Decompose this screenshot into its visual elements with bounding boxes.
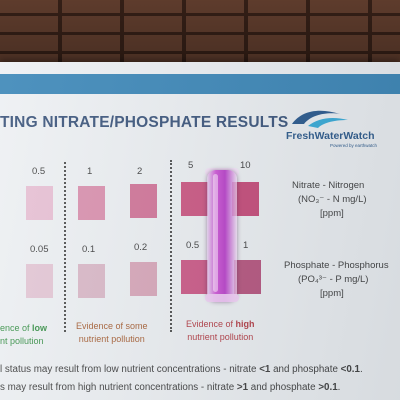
evidence-some-line1: Evidence of some	[76, 321, 148, 331]
nitrate-value-5: 10	[240, 160, 251, 171]
footer-line-1-e: .	[359, 364, 363, 375]
nitrate-swatch-2	[78, 186, 105, 220]
card-title: TING NITRATE/PHOSPHATE RESULTS	[0, 114, 289, 131]
phosphate-value-3: 0.2	[134, 242, 148, 253]
phosphate-swatch-1	[26, 264, 53, 298]
phosphate-swatch-3	[130, 262, 157, 296]
results-card: TING NITRATE/PHOSPHATE RESULTS FreshWate…	[0, 62, 400, 400]
footer-line-1-c: and phosphate	[270, 364, 341, 375]
evidence-high-line2: nutrient pollution	[187, 332, 254, 342]
nitrate-label-line3: [ppm]	[320, 208, 344, 219]
wave-icon	[292, 110, 348, 128]
nitrate-swatch-4	[181, 182, 208, 216]
nitrate-label-line1: Nitrate - Nitrogen	[292, 180, 365, 191]
freshwaterwatch-logo: FreshWaterWatch Powered by earthwatch	[286, 106, 396, 154]
logo-name: FreshWaterWatch	[286, 130, 375, 142]
evidence-low: ence of low nt pollution	[0, 322, 47, 348]
phosphate-label-line1: Phosphate - Phosphorus	[284, 260, 389, 271]
divider-low-some	[64, 162, 66, 332]
nitrate-label-line2: (NO₃⁻ - N mg/L)	[298, 194, 367, 205]
top-color-bar	[0, 74, 400, 94]
phosphate-swatch-5	[234, 260, 261, 294]
nitrate-swatch-3	[130, 184, 157, 218]
evidence-low-line2: nt pollution	[0, 336, 44, 346]
nitrate-swatch-1	[26, 186, 53, 220]
nitrate-value-4: 5	[188, 160, 194, 171]
phosphate-label-line3: [ppm]	[320, 288, 344, 299]
test-tube-bottom	[205, 294, 239, 302]
footer-line-1-b: <1	[259, 364, 271, 375]
evidence-low-line1-a: ence of	[0, 323, 33, 333]
phosphate-value-5: 1	[243, 240, 249, 251]
evidence-some: Evidence of some nutrient pollution	[76, 320, 148, 346]
nitrate-value-3: 2	[137, 166, 143, 177]
test-tube	[207, 170, 237, 302]
footer-line-2-c: and phosphate	[248, 382, 319, 393]
phosphate-value-1: 0.05	[30, 244, 49, 255]
divider-some-high	[170, 160, 172, 332]
footer-line-2-a: s may result from high nutrient concentr…	[0, 382, 237, 393]
footer-line-1-d: <0.1	[340, 364, 360, 375]
footer-line-2: s may result from high nutrient concentr…	[0, 382, 340, 393]
evidence-high-line1-a: Evidence of	[186, 319, 236, 329]
footer-line-2-b: >1	[236, 382, 249, 393]
logo-subtitle: Powered by earthwatch	[330, 143, 378, 148]
phosphate-swatch-2	[78, 264, 105, 298]
phosphate-value-2: 0.1	[82, 244, 96, 255]
footer-line-1-a: l status may result from low nutrient co…	[0, 364, 260, 375]
footer-line-1: l status may result from low nutrient co…	[0, 364, 363, 375]
evidence-some-line2: nutrient pollution	[78, 334, 145, 344]
brick-wall-background	[0, 0, 400, 70]
evidence-high-line1-b: high	[235, 319, 255, 329]
phosphate-swatch-4	[181, 260, 208, 294]
footer-line-2-d: >0.1	[318, 382, 338, 393]
footer-line-2-e: .	[337, 382, 341, 393]
nitrate-value-1: 0.5	[32, 166, 46, 177]
nitrate-value-2: 1	[87, 166, 93, 177]
evidence-high: Evidence of high nutrient pollution	[186, 318, 255, 344]
evidence-low-line1-b: low	[32, 323, 48, 333]
phosphate-value-4: 0.5	[186, 240, 200, 251]
phosphate-label-line2: (PO₄³⁻ - P mg/L)	[298, 274, 369, 285]
